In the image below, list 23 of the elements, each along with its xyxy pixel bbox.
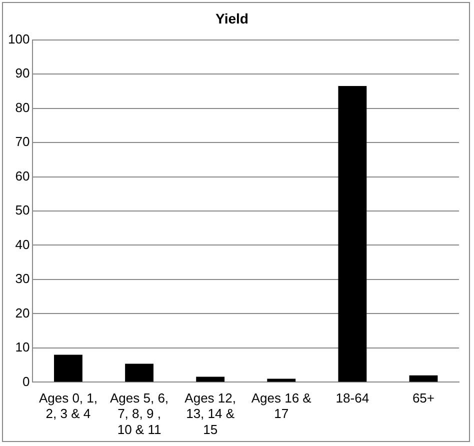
y-tick-label: 60 [15,168,30,184]
x-tick-label: Ages 5, 6, 7, 8, 9 , 10 & 11 [110,390,169,437]
chart-title: Yield [216,10,248,26]
x-tick-label: 18-64 [336,390,370,406]
y-tick-label: 40 [15,236,30,252]
y-tick-label: 70 [15,134,30,150]
bar [196,376,225,382]
y-tick-label: 30 [15,271,30,286]
y-tick-label: 20 [15,305,30,320]
y-tick-label: 90 [15,66,30,81]
bar [125,364,154,382]
y-tick-label: 100 [8,31,30,46]
bar [54,354,82,382]
y-tick-label: 10 [15,340,30,355]
x-tick-label: Ages 0, 1, 2, 3 & 4 [38,390,98,422]
x-tick-label: Ages 12, 13, 14 & 15 [184,390,236,437]
y-tick-label: 80 [15,100,30,115]
y-tick-label: 50 [15,202,30,218]
x-tick-label: Ages 16 & 17 [251,390,312,422]
y-tick-label: 0 [22,374,30,389]
x-tick-label: 65+ [412,390,435,406]
bar [338,86,367,382]
bar [409,375,438,382]
